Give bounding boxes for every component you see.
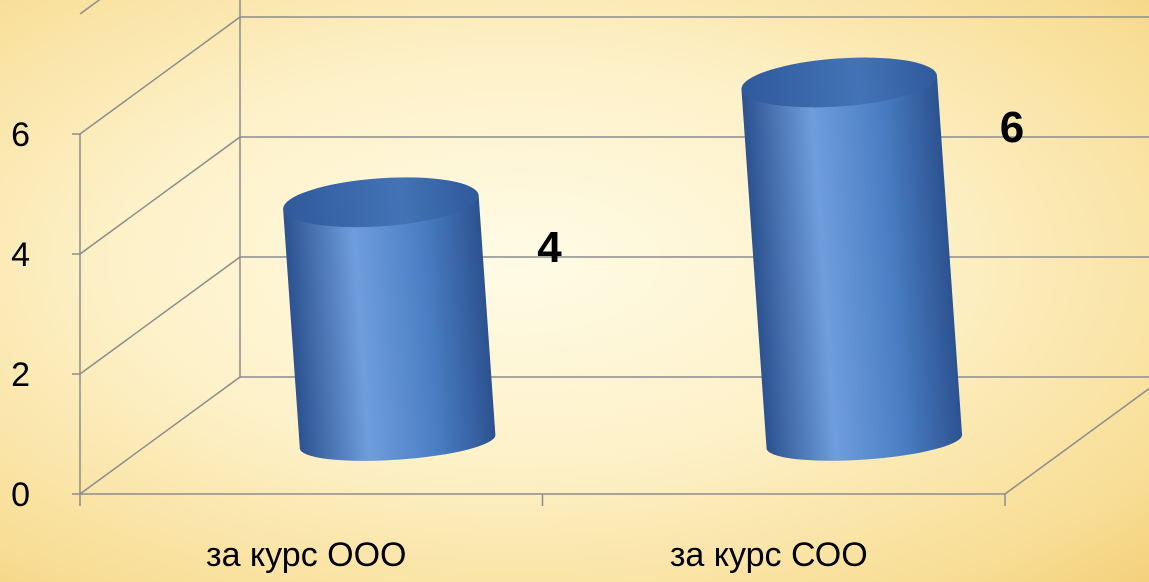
y-tick-label: 0 — [11, 476, 30, 514]
y-tick-label: 2 — [11, 356, 30, 394]
gridline-side — [79, 256, 241, 375]
cylinder-body — [741, 75, 963, 461]
labels: 0 2 4 6 4 за курс ООО 6 за курс СОО — [11, 103, 1024, 574]
gridline-side — [79, 376, 241, 495]
y-tick-label: 4 — [11, 236, 30, 274]
gridlines — [79, 0, 1149, 495]
cylinder-bar — [283, 177, 496, 461]
axes — [72, 133, 1149, 506]
cylinder-top — [741, 57, 937, 108]
bars — [283, 57, 963, 461]
floor-right-edge — [1004, 387, 1149, 495]
data-label: 4 — [537, 223, 562, 272]
gridline-side — [79, 0, 101, 15]
gridline-side — [79, 16, 241, 135]
x-category-label: за курс ООО — [206, 536, 407, 574]
x-category-label: за курс СОО — [670, 536, 868, 574]
cylinder-body — [283, 195, 496, 461]
cylinder-top — [283, 177, 479, 228]
data-label: 6 — [1000, 103, 1024, 152]
gridline-side — [79, 136, 241, 255]
cylinder-bar — [741, 57, 963, 461]
y-tick-label: 6 — [11, 116, 30, 154]
